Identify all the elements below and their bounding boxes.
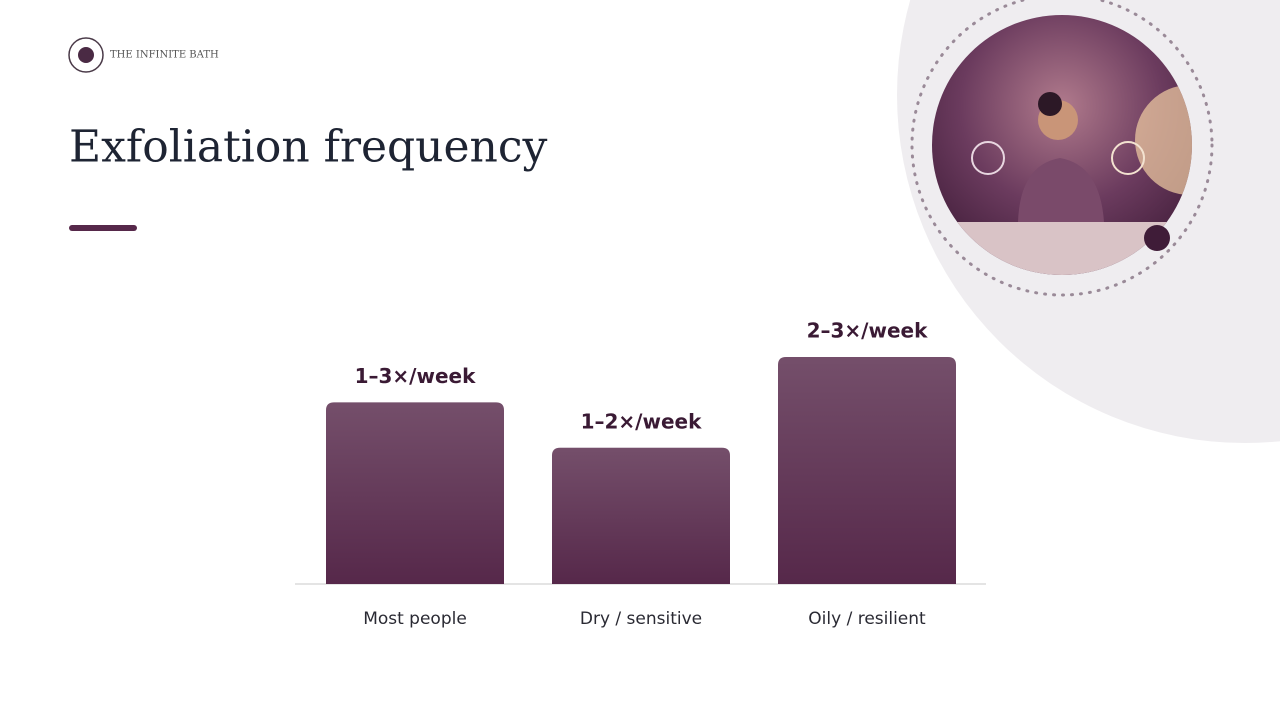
title-underline — [69, 225, 137, 231]
value-label: 1–2×/week — [581, 409, 703, 433]
chart-title: Exfoliation frequency — [69, 122, 548, 173]
accent-dot — [1144, 225, 1170, 251]
x-tick-label: Dry / sensitive — [580, 609, 702, 629]
bar — [552, 447, 730, 584]
brand: THE INFINITE BATH — [110, 50, 219, 61]
x-tick-label: Oily / resilient — [808, 609, 926, 629]
bar — [778, 357, 956, 584]
x-tick-label: Most people — [363, 609, 467, 629]
bar — [326, 402, 504, 584]
value-label: 2–3×/week — [807, 319, 929, 343]
dotted-ring — [910, 0, 1214, 297]
value-label: 1–3×/week — [355, 364, 477, 388]
logo-mark — [78, 47, 94, 63]
